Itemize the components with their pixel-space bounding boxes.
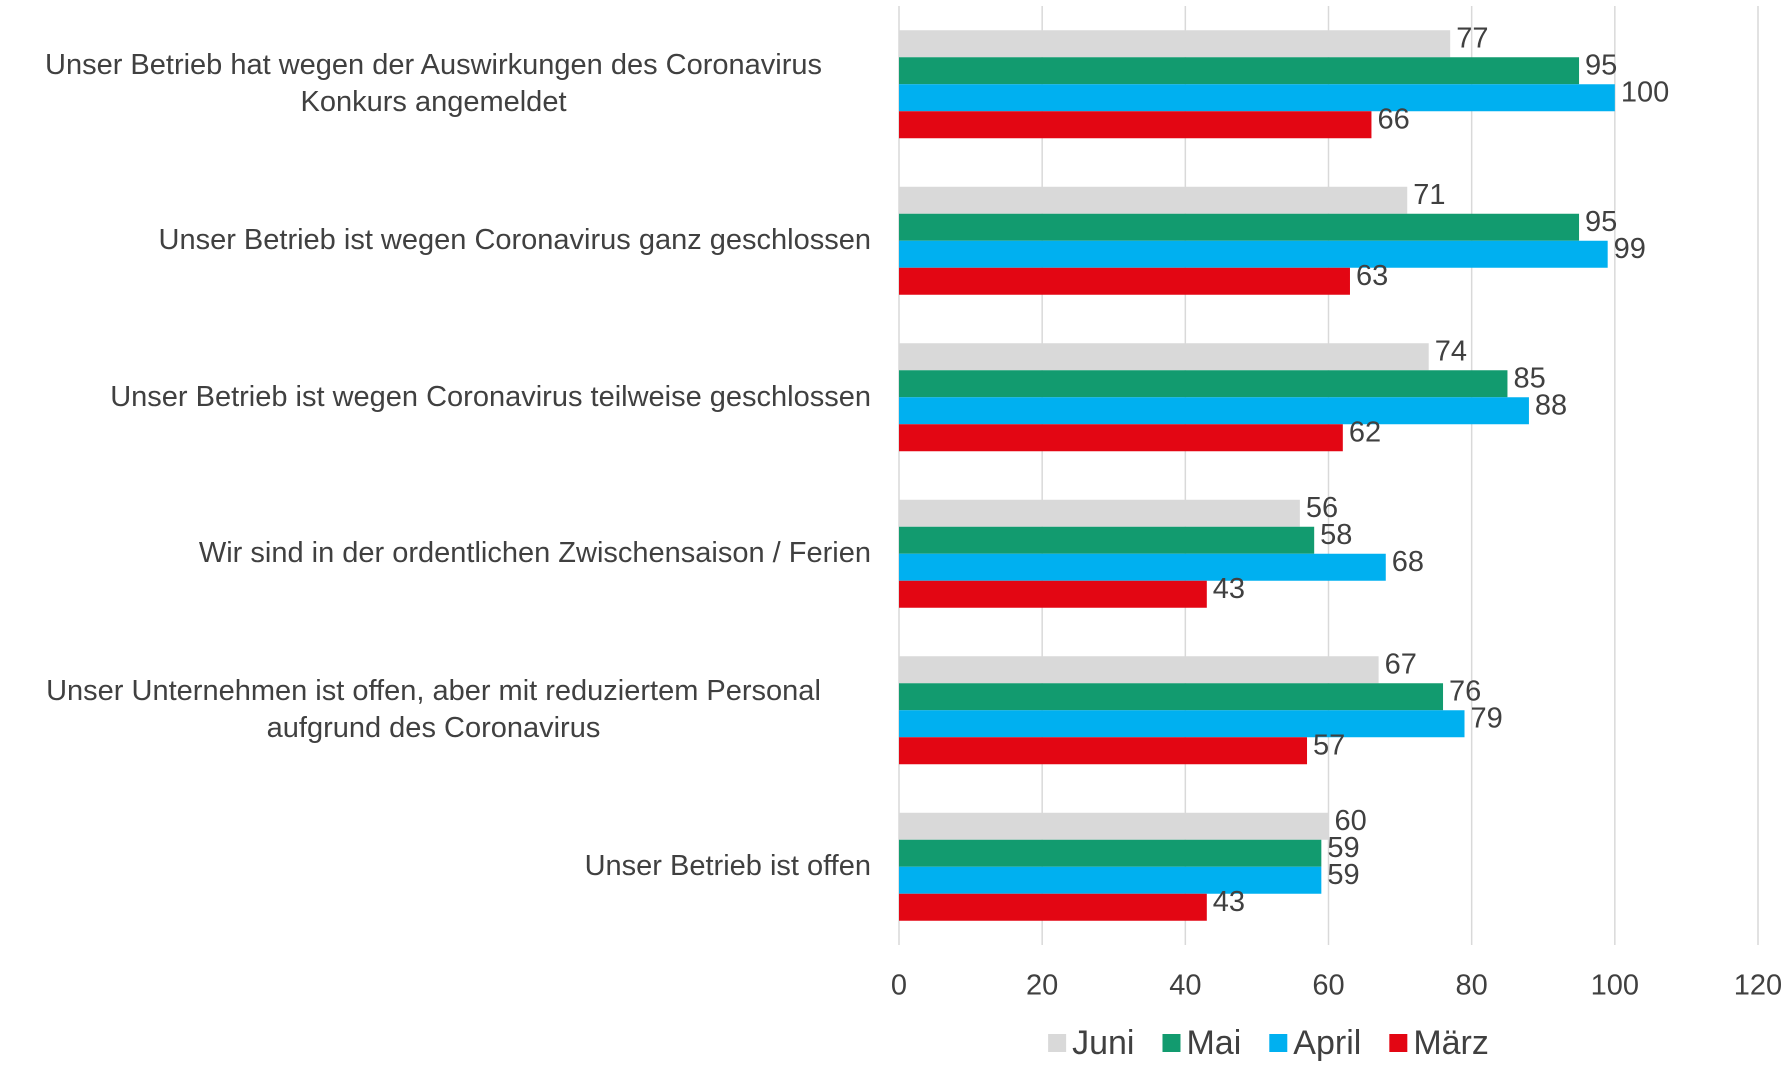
value-label: 99 [1614, 233, 1646, 265]
value-label: 66 [1377, 103, 1409, 135]
value-label: 95 [1585, 49, 1617, 81]
bar [899, 580, 1207, 608]
legend-label: Juni [1072, 1024, 1134, 1062]
x-tick-label: 0 [891, 970, 907, 1002]
bar [899, 84, 1615, 112]
legend-swatch [1389, 1034, 1408, 1052]
bar [899, 553, 1386, 581]
category-text: Unser Betrieb ist offen [584, 850, 871, 883]
bar [899, 812, 1329, 840]
value-label: 60 [1335, 805, 1367, 837]
value-label: 67 [1385, 648, 1417, 680]
x-tick-label: 40 [1169, 970, 1201, 1002]
bar [899, 839, 1322, 867]
bar [899, 111, 1372, 139]
category-label: Wir sind in der ordentlichen Zwischensai… [0, 535, 871, 572]
value-label: 76 [1449, 675, 1481, 707]
bar [899, 240, 1608, 268]
bar [899, 866, 1322, 894]
category-text: Unser Betrieb hat wegen der Auswirkungen… [45, 49, 822, 119]
value-label: 59 [1327, 832, 1359, 864]
value-label: 59 [1327, 859, 1359, 891]
legend-swatch [1048, 1034, 1067, 1052]
legend-label: März [1413, 1024, 1489, 1062]
value-label: 56 [1306, 492, 1338, 524]
category-label: Unser Unternehmen ist offen, aber mit re… [0, 673, 871, 747]
value-label: 77 [1456, 22, 1488, 54]
value-label: 62 [1349, 416, 1381, 448]
bar [899, 397, 1529, 425]
value-label: 58 [1320, 519, 1352, 551]
bar [899, 499, 1300, 527]
value-label: 100 [1621, 76, 1669, 108]
x-tick-label: 60 [1312, 970, 1344, 1002]
bar [899, 213, 1580, 241]
bar [899, 343, 1429, 371]
category-label: Unser Betrieb ist offen [0, 848, 871, 885]
value-label: 71 [1413, 179, 1445, 211]
bar [899, 893, 1207, 921]
bar [899, 57, 1580, 85]
x-tick-label: 120 [1734, 970, 1782, 1002]
value-label: 85 [1513, 362, 1545, 394]
value-label: 95 [1585, 206, 1617, 238]
x-tick-label: 20 [1026, 970, 1058, 1002]
bar [899, 683, 1444, 711]
legend-label: April [1293, 1024, 1361, 1062]
bar [899, 186, 1408, 214]
category-text: Unser Betrieb ist wegen Coronavirus ganz… [158, 224, 871, 257]
legend-swatch [1269, 1034, 1288, 1052]
bar [899, 656, 1379, 684]
x-tick-label: 80 [1456, 970, 1488, 1002]
bar [899, 424, 1343, 452]
value-label: 88 [1535, 389, 1567, 421]
category-label: Unser Betrieb hat wegen der Auswirkungen… [0, 47, 871, 121]
bar [899, 737, 1308, 765]
category-text: Wir sind in der ordentlichen Zwischensai… [198, 537, 871, 570]
bar [899, 370, 1508, 398]
bar [899, 710, 1465, 738]
category-label: Unser Betrieb ist wegen Coronavirus teil… [0, 379, 871, 416]
bar [899, 526, 1315, 554]
value-label: 74 [1435, 335, 1467, 367]
bar [899, 30, 1451, 58]
value-label: 43 [1213, 573, 1245, 605]
value-label: 68 [1392, 546, 1424, 578]
value-label: 57 [1313, 729, 1345, 761]
category-label: Unser Betrieb ist wegen Coronavirus ganz… [0, 222, 871, 259]
category-text: Unser Unternehmen ist offen, aber mit re… [46, 675, 821, 745]
legend-swatch [1162, 1034, 1181, 1052]
category-text: Unser Betrieb ist wegen Coronavirus teil… [110, 380, 871, 413]
value-label: 79 [1471, 702, 1503, 734]
legend-label: Mai [1186, 1024, 1241, 1062]
bar [899, 267, 1350, 295]
value-label: 43 [1213, 886, 1245, 918]
value-label: 63 [1356, 260, 1388, 292]
x-tick-label: 100 [1591, 970, 1639, 1002]
